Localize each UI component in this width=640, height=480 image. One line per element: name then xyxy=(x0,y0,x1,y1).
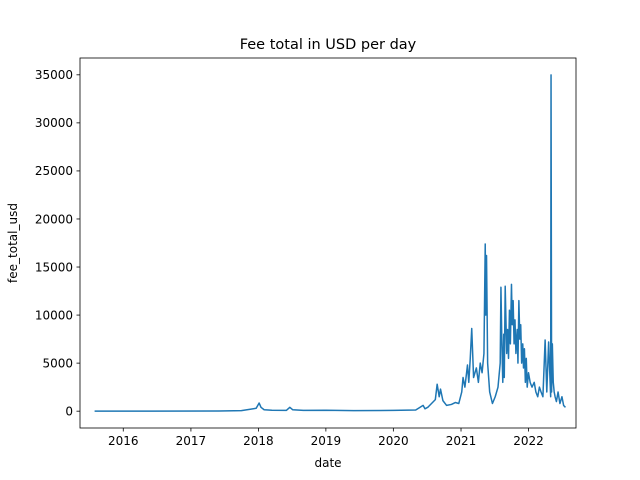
y-tick-label: 35000 xyxy=(35,68,73,82)
y-tick-label: 25000 xyxy=(35,164,73,178)
x-tick-label: 2021 xyxy=(446,434,477,448)
y-tick-label: 15000 xyxy=(35,260,73,274)
data-layer xyxy=(94,74,567,412)
y-tick-label: 0 xyxy=(65,404,73,418)
series-line-0 xyxy=(94,74,567,412)
y-tick-label: 5000 xyxy=(42,356,73,370)
x-tick-label: 2019 xyxy=(311,434,342,448)
plot-background xyxy=(80,58,576,428)
x-tick-label: 2020 xyxy=(378,434,409,448)
x-axis-label: date xyxy=(314,456,341,470)
x-tick-label: 2017 xyxy=(176,434,207,448)
x-tick-label: 2022 xyxy=(513,434,544,448)
x-tick-label: 2018 xyxy=(243,434,274,448)
x-axis-ticks: 2016 2017 2018 2019 2020 2021 2022 xyxy=(108,428,544,448)
x-tick-label: 2016 xyxy=(108,434,139,448)
plot-frame xyxy=(79,57,577,429)
y-tick-label: 20000 xyxy=(35,212,73,226)
y-axis-label: fee_total_usd xyxy=(6,203,20,283)
chart-title: Fee total in USD per day xyxy=(240,37,417,53)
y-tick-label: 30000 xyxy=(35,116,73,130)
y-axis-ticks: 0 5000 10000 15000 20000 25000 30000 35000 xyxy=(35,68,80,418)
y-tick-label: 10000 xyxy=(35,308,73,322)
